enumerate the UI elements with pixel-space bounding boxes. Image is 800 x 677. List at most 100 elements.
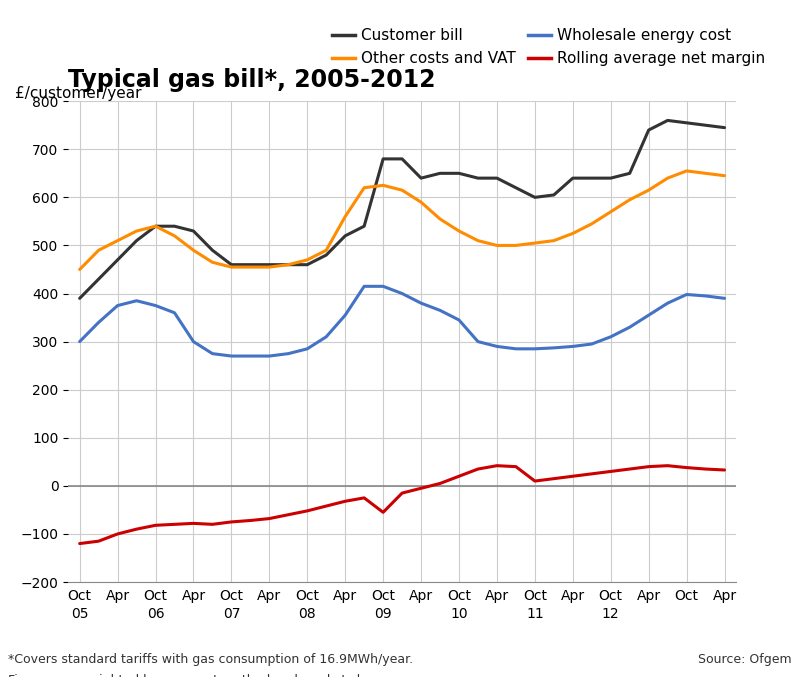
Other costs and VAT — [644, 186, 654, 194]
Other costs and VAT — [150, 222, 160, 230]
Rolling average net margin — [340, 497, 350, 505]
Rolling average net margin — [359, 494, 369, 502]
Rolling average net margin — [246, 517, 255, 525]
Wholesale energy cost — [208, 349, 218, 357]
Wholesale energy cost — [94, 318, 103, 326]
Other costs and VAT — [473, 236, 482, 244]
Wholesale energy cost — [322, 332, 331, 341]
Other costs and VAT — [625, 196, 634, 204]
Wholesale energy cost — [492, 343, 502, 351]
Wholesale energy cost — [454, 316, 464, 324]
Other costs and VAT — [682, 167, 691, 175]
Customer bill — [435, 169, 445, 177]
Rolling average net margin — [568, 472, 578, 480]
Text: Figures are weighted by payment method and market share.: Figures are weighted by payment method a… — [8, 674, 389, 677]
Other costs and VAT — [246, 263, 255, 271]
Customer bill — [283, 261, 293, 269]
Wholesale energy cost — [530, 345, 540, 353]
Customer bill — [644, 126, 654, 134]
Wholesale energy cost — [340, 311, 350, 320]
Rolling average net margin — [150, 521, 160, 529]
Rolling average net margin — [625, 465, 634, 473]
Customer bill — [473, 174, 482, 182]
Customer bill — [682, 118, 691, 127]
Customer bill — [246, 261, 255, 269]
Rolling average net margin — [720, 466, 730, 474]
Other costs and VAT — [398, 186, 407, 194]
Customer bill — [625, 169, 634, 177]
Wholesale energy cost — [511, 345, 521, 353]
Other costs and VAT — [302, 256, 312, 264]
Wholesale energy cost — [701, 292, 710, 300]
Other costs and VAT — [701, 169, 710, 177]
Rolling average net margin — [322, 502, 331, 510]
Customer bill — [398, 155, 407, 163]
Text: Typical gas bill*, 2005-2012: Typical gas bill*, 2005-2012 — [68, 68, 436, 92]
Wholesale energy cost — [246, 352, 255, 360]
Rolling average net margin — [189, 519, 198, 527]
Customer bill — [701, 121, 710, 129]
Other costs and VAT — [568, 230, 578, 238]
Customer bill — [606, 174, 615, 182]
Wholesale energy cost — [435, 306, 445, 314]
Rolling average net margin — [606, 467, 615, 475]
Customer bill — [663, 116, 673, 125]
Rolling average net margin — [170, 520, 179, 528]
Rolling average net margin — [530, 477, 540, 485]
Other costs and VAT — [663, 174, 673, 182]
Rolling average net margin — [473, 465, 482, 473]
Other costs and VAT — [113, 236, 122, 244]
Rolling average net margin — [549, 475, 558, 483]
Other costs and VAT — [283, 261, 293, 269]
Customer bill — [511, 183, 521, 192]
Other costs and VAT — [720, 172, 730, 180]
Other costs and VAT — [492, 242, 502, 250]
Other costs and VAT — [226, 263, 236, 271]
Other costs and VAT — [511, 242, 521, 250]
Customer bill — [322, 251, 331, 259]
Customer bill — [492, 174, 502, 182]
Other costs and VAT — [416, 198, 426, 206]
Wholesale energy cost — [359, 282, 369, 290]
Text: Source: Ofgem: Source: Ofgem — [698, 653, 792, 666]
Wholesale energy cost — [283, 349, 293, 357]
Other costs and VAT — [340, 213, 350, 221]
Line: Wholesale energy cost: Wholesale energy cost — [80, 286, 725, 356]
Other costs and VAT — [265, 263, 274, 271]
Wholesale energy cost — [189, 338, 198, 346]
Wholesale energy cost — [549, 344, 558, 352]
Rolling average net margin — [454, 472, 464, 480]
Other costs and VAT — [322, 246, 331, 255]
Line: Customer bill: Customer bill — [80, 121, 725, 299]
Wholesale energy cost — [75, 338, 85, 346]
Wholesale energy cost — [720, 294, 730, 303]
Other costs and VAT — [606, 208, 615, 216]
Rolling average net margin — [226, 518, 236, 526]
Customer bill — [226, 261, 236, 269]
Wholesale energy cost — [226, 352, 236, 360]
Wholesale energy cost — [113, 301, 122, 309]
Other costs and VAT — [587, 220, 597, 228]
Other costs and VAT — [132, 227, 142, 235]
Rolling average net margin — [94, 537, 103, 545]
Rolling average net margin — [283, 510, 293, 519]
Rolling average net margin — [701, 465, 710, 473]
Customer bill — [170, 222, 179, 230]
Wholesale energy cost — [625, 323, 634, 331]
Customer bill — [94, 275, 103, 283]
Rolling average net margin — [398, 489, 407, 497]
Wholesale energy cost — [568, 343, 578, 351]
Customer bill — [340, 232, 350, 240]
Customer bill — [454, 169, 464, 177]
Customer bill — [587, 174, 597, 182]
Customer bill — [75, 294, 85, 303]
Customer bill — [150, 222, 160, 230]
Wholesale energy cost — [150, 301, 160, 309]
Customer bill — [416, 174, 426, 182]
Rolling average net margin — [113, 530, 122, 538]
Rolling average net margin — [416, 484, 426, 492]
Y-axis label: £/customer/year: £/customer/year — [15, 86, 142, 101]
Text: *Covers standard tariffs with gas consumption of 16.9MWh/year.: *Covers standard tariffs with gas consum… — [8, 653, 413, 666]
Customer bill — [568, 174, 578, 182]
Customer bill — [720, 124, 730, 132]
